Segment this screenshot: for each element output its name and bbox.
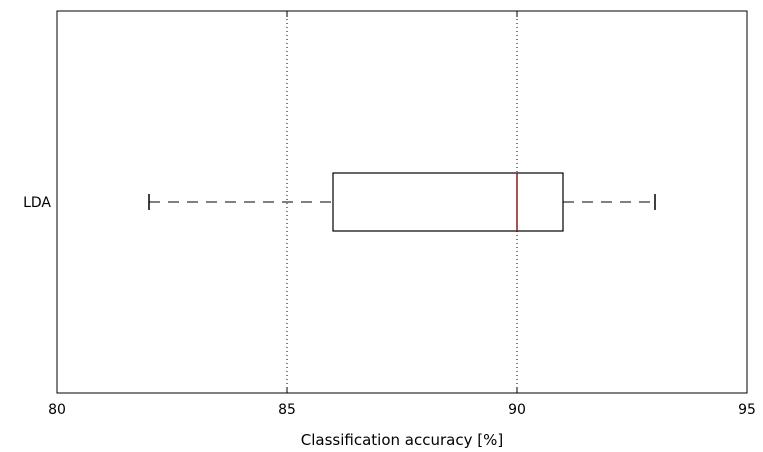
interquartile-box — [332, 172, 564, 232]
box-group-lda — [148, 172, 656, 232]
boxplot-series — [148, 172, 656, 232]
y-axis-labels: LDA — [23, 195, 51, 211]
x-axis-label: Classification accuracy [%] — [301, 431, 503, 449]
x-tick-label: 95 — [738, 402, 756, 418]
x-axis-ticks: 80 85 90 95 — [48, 11, 756, 418]
x-tick-label: 90 — [508, 402, 526, 418]
y-category-label: LDA — [23, 195, 51, 211]
plot-area-frame — [56, 10, 748, 394]
x-tick-label: 80 — [48, 402, 66, 418]
x-tick-label: 85 — [278, 402, 296, 418]
